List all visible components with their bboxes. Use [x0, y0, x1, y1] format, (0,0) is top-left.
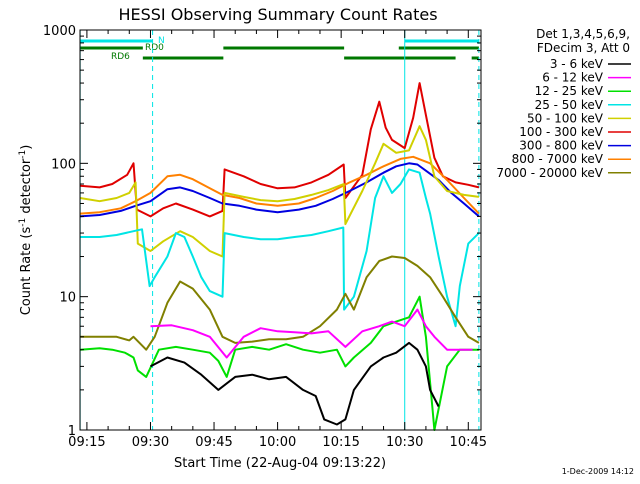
legend-label-3: 25 - 50 keV: [535, 98, 604, 112]
legend-label-6: 300 - 800 keV: [519, 139, 603, 153]
series-lines: [79, 82, 480, 431]
legend-label-4: 50 - 100 keV: [527, 111, 604, 125]
chart-title: HESSI Observing Summary Count Rates: [118, 5, 437, 24]
y-axis-label-mid: detector: [19, 158, 34, 218]
y-tick-label-3: 1000: [43, 24, 76, 39]
footer-date: 1-Dec-2009 14:12: [562, 467, 634, 476]
legend-label-5: 100 - 300 keV: [519, 125, 603, 139]
legend-label-8: 7000 - 20000 keV: [496, 166, 603, 180]
flag-label-n: N: [158, 36, 165, 46]
x-tick-label-3: 10:00: [259, 435, 296, 450]
y-tick-label-1: 10: [59, 291, 76, 306]
legend-label-0: 3 - 6 keV: [550, 57, 604, 71]
series-line-7: [150, 308, 473, 359]
x-tick-label-2: 09:45: [195, 435, 232, 450]
y-axis-label-sup1: -1: [18, 218, 28, 227]
series-line-8: [150, 341, 440, 426]
x-axis-label: Start Time (22-Aug-04 09:13:22): [174, 456, 386, 471]
x-tick-label-0: 09:15: [68, 435, 105, 450]
series-line-2: [80, 162, 480, 218]
flag-label-rd6: RD6: [111, 52, 130, 62]
y-axis-label-end: ): [19, 145, 34, 150]
x-tick-label-1: 09:30: [132, 435, 169, 450]
y-axis-label-sup2: -1: [18, 150, 28, 159]
series-line-3: [79, 125, 480, 258]
y-axis-label-main: Count Rate (s: [19, 227, 34, 316]
legend-header-2: FDecim 3, Att 0: [537, 41, 630, 55]
legend-label-7: 800 - 7000 keV: [512, 152, 604, 166]
legend-label-2: 12 - 25 keV: [535, 84, 604, 98]
x-tick-label-6: 10:45: [450, 435, 487, 450]
flag-label-rd0: RD0: [145, 43, 164, 53]
y-tick-label-0: 1: [68, 424, 76, 439]
y-axis-label: Count Rate (s-1 detector-1): [18, 145, 34, 316]
series-line-5: [80, 255, 480, 351]
y-tick-label-2: 100: [51, 157, 76, 172]
series-line-0: [80, 82, 480, 218]
x-tick-label-4: 10:15: [322, 435, 359, 450]
x-axis-ticks: 09:15 09:30 09:45 10:00 10:15 10:30 10:45: [68, 30, 487, 450]
y-axis-ticks: 1 10 100 1000: [43, 24, 481, 439]
series-line-1: [80, 155, 480, 215]
series-line-4: [80, 168, 480, 328]
plot-frame: [79, 29, 482, 431]
series-line-6: [80, 295, 479, 431]
legend-header-1: Det 1,3,4,5,6,9,: [536, 27, 630, 41]
legend-label-1: 6 - 12 keV: [542, 71, 604, 85]
x-tick-label-5: 10:30: [386, 435, 423, 450]
